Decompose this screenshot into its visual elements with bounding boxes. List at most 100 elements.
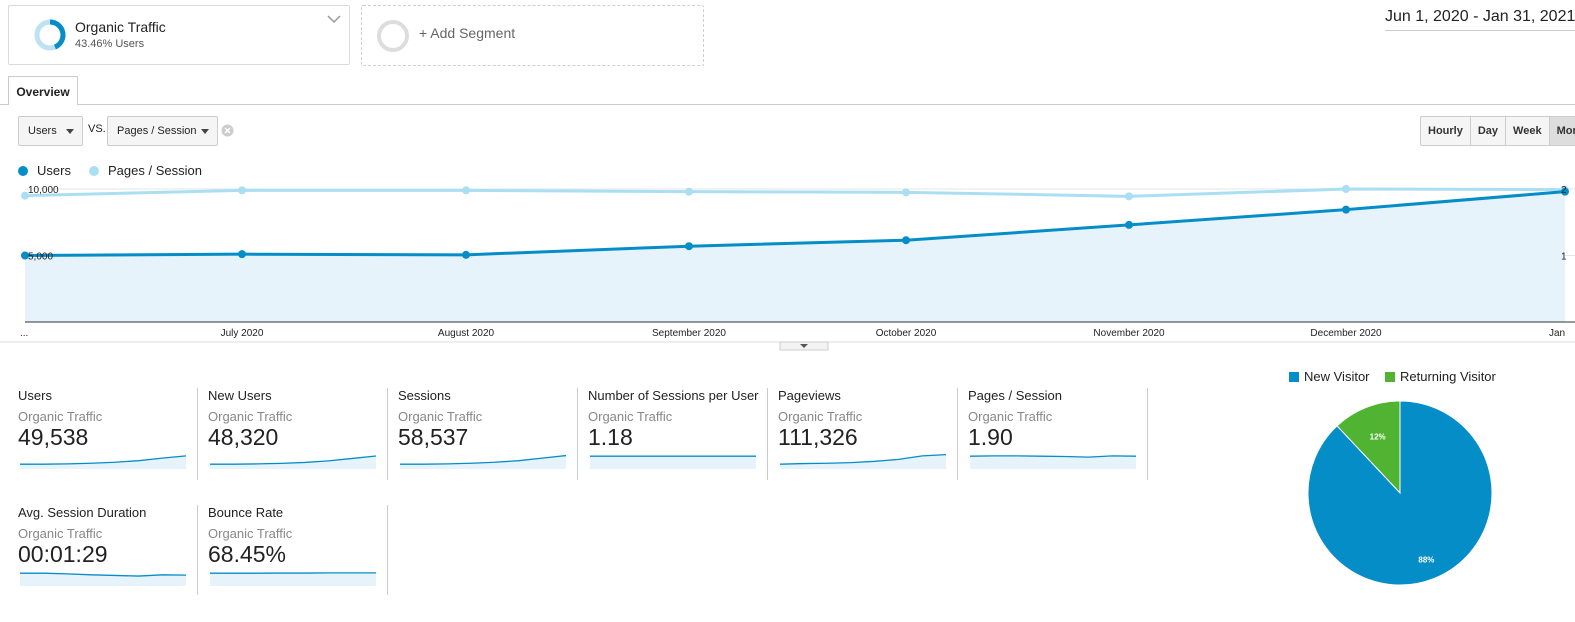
- segment-donut-icon: [34, 19, 66, 51]
- granularity-buttons: Hourly Day Week Month: [1420, 116, 1575, 146]
- segment-name: Organic Traffic: [75, 19, 166, 35]
- sparkline-area: [590, 456, 756, 469]
- pie-legend-new: New Visitor: [1289, 369, 1370, 384]
- legend-dot: [18, 165, 28, 176]
- metric-tile[interactable]: Number of Sessions per User Organic Traff…: [588, 388, 760, 478]
- chevron-down-icon[interactable]: [327, 14, 341, 24]
- metric-tile[interactable]: Avg. Session Duration Organic Traffic 00:0…: [18, 505, 190, 595]
- metric-sparkline: [969, 455, 1137, 469]
- metric-value: 68.45%: [208, 541, 287, 567]
- metric-sparkline: [590, 455, 756, 469]
- caret-down-icon: [800, 344, 808, 348]
- pie-slice: [1307, 400, 1493, 586]
- vs-label: VS.: [88, 123, 106, 135]
- pie-legend-returning: Returning Visitor: [1385, 369, 1496, 384]
- y-tick-label: 5,000: [28, 252, 53, 263]
- empty-segment-icon: [377, 20, 409, 52]
- metric-divider: [387, 388, 388, 480]
- sparkline-area: [210, 572, 376, 586]
- metric-label: Avg. Session Duration: [18, 505, 147, 520]
- metric-segment: Organic Traffic: [18, 526, 103, 541]
- remove-metric-icon[interactable]: [221, 124, 234, 137]
- metric-tile[interactable]: Users Organic Traffic 49,538: [18, 388, 190, 478]
- add-segment-button[interactable]: + Add Segment: [361, 5, 704, 66]
- metric-tile[interactable]: New Users Organic Traffic 48,320: [208, 388, 380, 478]
- metric-label: Pages / Session: [968, 388, 1062, 403]
- tab-overview[interactable]: Overview: [8, 76, 78, 105]
- metric-label: Pageviews: [778, 388, 841, 403]
- metric-sparkline: [400, 454, 567, 469]
- sparkline-line: [210, 455, 377, 465]
- y-right-tick-label: 1: [1561, 252, 1567, 263]
- legend-label: Pages / Session: [108, 163, 202, 178]
- legend-swatch: [1385, 371, 1395, 382]
- metric-label: New Users: [208, 388, 272, 403]
- metric-label: Sessions: [398, 388, 451, 403]
- metric2-select[interactable]: Pages / Session: [107, 116, 218, 146]
- metric-divider: [197, 505, 198, 595]
- metric1-label: Users: [28, 125, 57, 137]
- users-area: [25, 191, 1565, 322]
- day-button[interactable]: Day: [1471, 117, 1507, 145]
- legend-users[interactable]: Users: [18, 163, 71, 178]
- metric-segment: Organic Traffic: [208, 526, 293, 541]
- x-tick-label: July 2020: [221, 328, 264, 339]
- metric-divider: [767, 388, 768, 480]
- metric-value: 58,537: [398, 424, 469, 450]
- sparkline-line: [20, 455, 187, 465]
- metric-sparkline: [210, 572, 376, 586]
- metric-tile[interactable]: Sessions Organic Traffic 58,537: [398, 388, 570, 478]
- users-point: [21, 251, 29, 260]
- pages-session-point: [685, 187, 693, 196]
- sparkline-area: [780, 454, 946, 469]
- sparkline-line: [400, 454, 567, 465]
- pie-chart: 12% 88%: [1307, 400, 1493, 586]
- users-point: [685, 242, 693, 251]
- caret-down-icon: [201, 129, 209, 134]
- metric-value: 00:01:29: [18, 541, 108, 567]
- x-tick-label: December 2020: [1310, 328, 1382, 339]
- date-range-picker[interactable]: Jun 1, 2020 - Jan 31, 2021: [1385, 8, 1575, 31]
- legend-dot: [89, 165, 99, 176]
- segment-organic-traffic[interactable]: Organic Traffic 43.46% Users: [8, 5, 350, 65]
- users-point: [1125, 220, 1133, 229]
- metric-segment: Organic Traffic: [398, 409, 483, 424]
- legend-pages-session[interactable]: Pages / Session: [89, 163, 202, 178]
- metric-sparkline: [20, 572, 187, 586]
- metric-value: 48,320: [208, 424, 279, 450]
- line-chart: 10,000 5,000 2 1... July 2020 August 2020 Sept…: [0, 185, 1575, 351]
- metric-divider: [197, 388, 198, 480]
- x-tick-label: ...: [20, 328, 28, 339]
- sparkline-area: [20, 455, 186, 469]
- metric-tile[interactable]: Pages / Session Organic Traffic 1.90: [968, 388, 1140, 478]
- month-button[interactable]: Month: [1549, 117, 1575, 145]
- pages-session-point: [21, 191, 29, 200]
- metric-label: Users: [18, 388, 52, 403]
- metric1-select[interactable]: Users: [18, 116, 83, 146]
- pie-legend-label: Returning Visitor: [1400, 369, 1496, 384]
- pie-slice: [1336, 400, 1401, 495]
- sparkline-line: [779, 453, 947, 465]
- sparkline-area: [970, 455, 1136, 469]
- metric-divider: [577, 388, 578, 480]
- pie-legend-label: New Visitor: [1304, 369, 1370, 384]
- pages-session-point: [1342, 185, 1350, 193]
- users-point: [1342, 205, 1350, 214]
- metric-sparkline: [210, 455, 377, 469]
- metric-tile[interactable]: Bounce Rate Organic Traffic 68.45%: [208, 505, 380, 595]
- metric-segment: Organic Traffic: [968, 409, 1053, 424]
- metric-value: 111,326: [778, 424, 858, 450]
- pie-label: 12%: [1370, 433, 1386, 442]
- metric-value: 1.18: [588, 424, 633, 450]
- metric-segment: Organic Traffic: [18, 409, 103, 424]
- metric-sparkline: [20, 455, 187, 469]
- sparkline-area: [400, 455, 566, 469]
- hourly-button[interactable]: Hourly: [1421, 117, 1471, 145]
- metric-segment: Organic Traffic: [588, 409, 673, 424]
- metric-divider: [387, 505, 388, 595]
- week-button[interactable]: Week: [1506, 117, 1550, 145]
- metric-tile[interactable]: Pageviews Organic Traffic 111,326: [778, 388, 950, 478]
- x-tick-label: August 2020: [438, 328, 495, 339]
- metric-sparkline: [779, 453, 947, 469]
- metric-segment: Organic Traffic: [778, 409, 863, 424]
